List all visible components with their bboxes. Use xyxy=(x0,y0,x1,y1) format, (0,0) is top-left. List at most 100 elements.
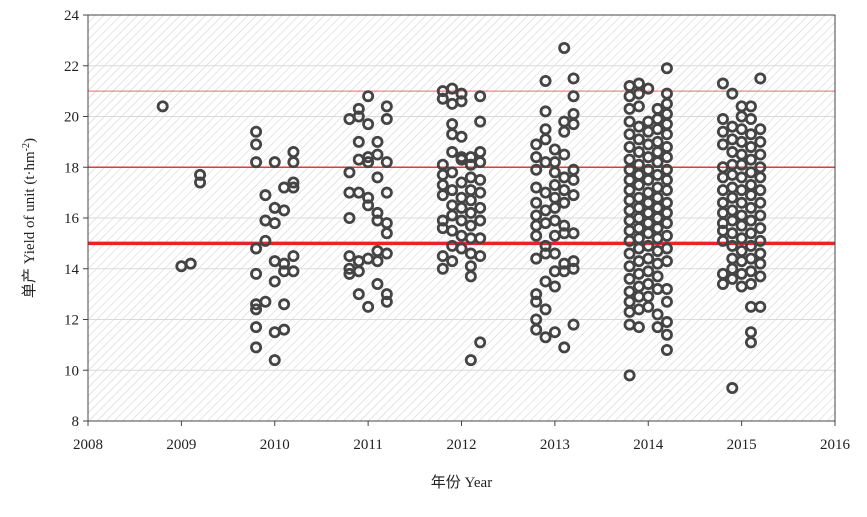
data-point xyxy=(744,140,757,153)
data-point xyxy=(259,295,272,308)
data-point xyxy=(287,156,300,169)
data-point xyxy=(352,102,365,115)
data-point xyxy=(539,331,552,344)
data-point xyxy=(651,168,664,181)
data-point xyxy=(250,303,263,316)
data-point xyxy=(716,234,729,247)
y-axis: 8 10 12 14 16 18 20 22 24 xyxy=(64,8,88,430)
data-point xyxy=(530,181,543,194)
data-point xyxy=(558,125,571,138)
data-point xyxy=(287,176,300,189)
data-point xyxy=(343,166,356,179)
data-point xyxy=(642,300,655,313)
data-point xyxy=(642,277,655,290)
data-point xyxy=(371,206,384,219)
data-point xyxy=(380,100,393,113)
data-point xyxy=(660,328,673,341)
data-point xyxy=(278,257,291,270)
data-point xyxy=(754,209,767,222)
data-point xyxy=(716,277,729,290)
data-point xyxy=(735,123,748,136)
data-point xyxy=(567,189,580,202)
data-point xyxy=(623,115,636,128)
data-point xyxy=(530,151,543,164)
data-point xyxy=(362,191,375,204)
data-point xyxy=(660,62,673,75)
data-point xyxy=(436,250,449,263)
data-point xyxy=(642,82,655,95)
x-tick-label: 2012 xyxy=(447,437,477,453)
data-point xyxy=(436,189,449,202)
grid-lines xyxy=(88,65,835,371)
data-point xyxy=(474,250,487,263)
data-point xyxy=(268,217,281,230)
data-point xyxy=(362,300,375,313)
data-point xyxy=(474,336,487,349)
y-axis-label-superscript: -2 xyxy=(21,143,32,151)
x-tick-label: 2016 xyxy=(820,437,851,453)
x-axis: 2008 2009 2010 2011 2012 2013 2014 2015 2016 xyxy=(73,421,851,453)
data-point xyxy=(754,196,767,209)
data-point xyxy=(651,321,664,334)
data-point xyxy=(250,321,263,334)
data-point xyxy=(446,255,459,268)
data-point xyxy=(250,156,263,169)
y-tick-label: 22 xyxy=(64,59,79,75)
data-point xyxy=(380,113,393,126)
data-point xyxy=(632,87,645,100)
data-point xyxy=(287,181,300,194)
data-point xyxy=(362,199,375,212)
data-point xyxy=(660,217,673,230)
data-point xyxy=(754,270,767,283)
data-point xyxy=(548,143,561,156)
data-point xyxy=(539,133,552,146)
data-point xyxy=(446,224,459,237)
data-point xyxy=(446,166,459,179)
data-point xyxy=(567,255,580,268)
y-axis-label-suffix: ) xyxy=(22,138,38,143)
data-point xyxy=(464,194,477,207)
data-point xyxy=(474,201,487,214)
data-point xyxy=(464,270,477,283)
data-point xyxy=(660,229,673,242)
data-point xyxy=(278,298,291,311)
data-point xyxy=(623,247,636,260)
data-point xyxy=(660,184,673,197)
data-point xyxy=(362,118,375,131)
data-point xyxy=(660,151,673,164)
data-point xyxy=(735,219,748,232)
data-point xyxy=(352,288,365,301)
data-point xyxy=(548,179,561,192)
data-point xyxy=(567,90,580,103)
data-point xyxy=(744,252,757,265)
data-point xyxy=(735,196,748,209)
data-point xyxy=(744,336,757,349)
data-point xyxy=(474,214,487,227)
data-point xyxy=(558,196,571,209)
data-point xyxy=(474,186,487,199)
y-tick-label: 14 xyxy=(64,262,80,278)
data-point xyxy=(744,113,757,126)
data-point xyxy=(632,133,645,146)
y-axis-label: 单产 Yield of unit (t·hm-2) xyxy=(21,138,39,298)
data-point xyxy=(250,242,263,255)
data-point xyxy=(530,252,543,265)
data-point xyxy=(754,123,767,136)
data-point xyxy=(474,90,487,103)
data-point xyxy=(548,326,561,339)
data-point xyxy=(380,227,393,240)
data-point xyxy=(250,125,263,138)
data-point xyxy=(380,186,393,199)
x-tick-label: 2014 xyxy=(633,437,664,453)
data-point xyxy=(567,262,580,275)
data-point xyxy=(632,179,645,192)
data-point xyxy=(726,227,739,240)
data-point xyxy=(567,227,580,240)
data-point xyxy=(474,173,487,186)
data-point xyxy=(642,227,655,240)
data-point xyxy=(278,323,291,336)
y-tick-label: 18 xyxy=(64,160,79,176)
data-point xyxy=(623,369,636,382)
data-point xyxy=(539,74,552,87)
data-point xyxy=(530,163,543,176)
